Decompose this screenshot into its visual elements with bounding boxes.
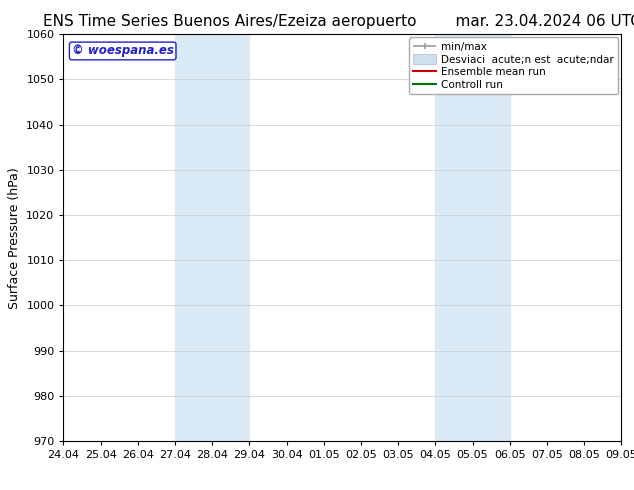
Text: © woespana.es: © woespana.es xyxy=(72,45,174,57)
Bar xyxy=(436,34,510,441)
Bar xyxy=(175,34,249,441)
Title: ENS Time Series Buenos Aires/Ezeiza aeropuerto        mar. 23.04.2024 06 UTC: ENS Time Series Buenos Aires/Ezeiza aero… xyxy=(43,14,634,29)
Legend: min/max, Desviaci  acute;n est  acute;ndar, Ensemble mean run, Controll run: min/max, Desviaci acute;n est acute;ndar… xyxy=(409,37,618,95)
Y-axis label: Surface Pressure (hPa): Surface Pressure (hPa) xyxy=(8,167,21,309)
